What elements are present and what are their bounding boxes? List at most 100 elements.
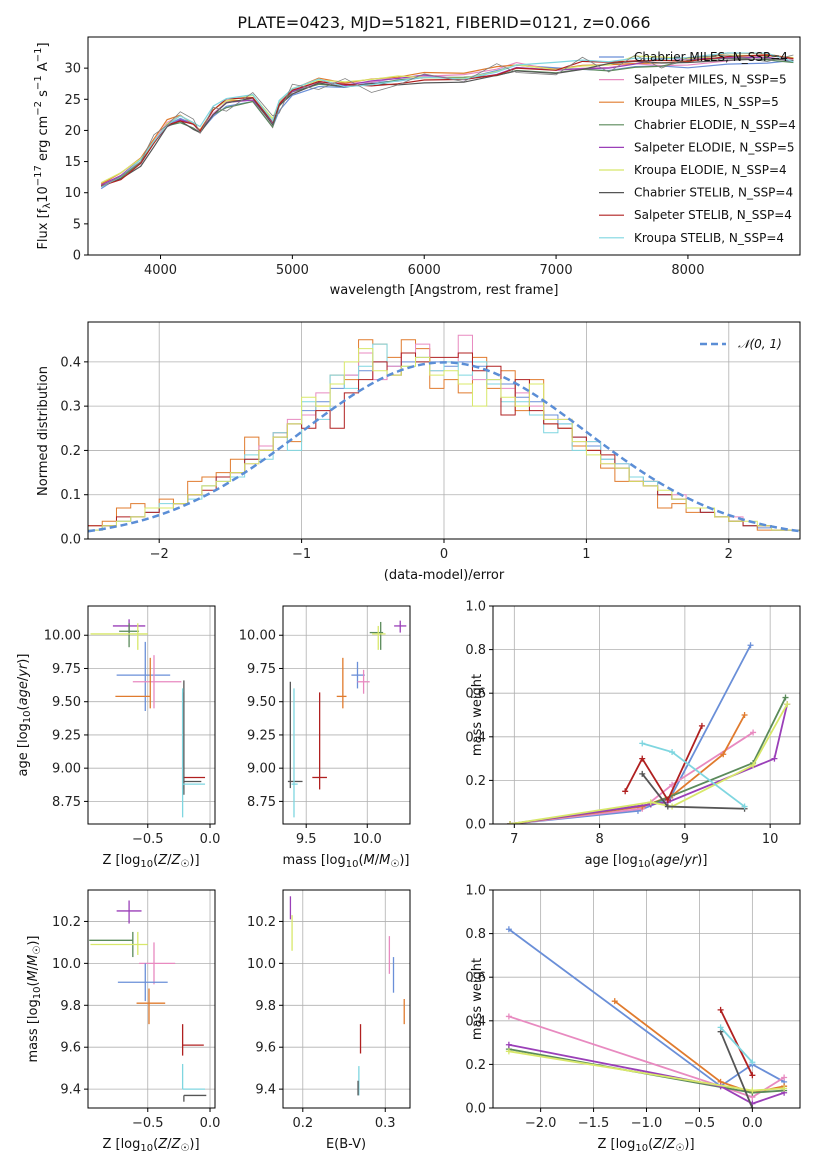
mass-weight-marker <box>781 1074 788 1081</box>
legend-label: Chabrier STELIB, N_SSP=4 <box>634 186 793 200</box>
tick-label-y: 0.0 <box>465 818 486 833</box>
observed-spectrum-line <box>101 54 794 187</box>
tick-label-y: 9.6 <box>255 1041 276 1056</box>
age-z-y-label: age [log10(age/yr)] <box>16 654 33 777</box>
mass-weight-marker <box>717 1006 724 1013</box>
mass-weight-marker <box>664 797 671 804</box>
mass-weight-line <box>508 928 785 1088</box>
tick-label-y: 10.00 <box>239 629 276 644</box>
error-bar-point <box>312 692 327 790</box>
tick-label-y: 10.2 <box>247 915 276 930</box>
mass-weight-marker <box>505 926 512 933</box>
mass-weight-marker <box>747 642 754 649</box>
mass-weight-marker <box>664 803 671 810</box>
tick-label-x: −1.5 <box>578 1116 610 1131</box>
tick-label-y: 0.6 <box>465 971 486 986</box>
error-bar-point <box>116 900 142 924</box>
tick-label-x: 1 <box>582 547 590 562</box>
tick-label-y: 9.75 <box>247 662 276 677</box>
mass-weight-marker <box>639 770 646 777</box>
tick-label-x: 9.5 <box>296 832 317 847</box>
legend-label: Kroupa MILES, N_SSP=5 <box>634 95 779 109</box>
mass-weight-line <box>624 725 703 802</box>
tick-label-y: 0.0 <box>60 533 81 548</box>
tick-label-x: 4000 <box>144 263 177 278</box>
tick-label-x: 2 <box>725 547 733 562</box>
mass-weight-line <box>719 1009 754 1076</box>
tick-label-y: 1.0 <box>465 600 486 615</box>
tick-label-y: 0.4 <box>465 730 486 745</box>
mass-weight-marker <box>750 729 757 736</box>
mass-weight-vs-age-panel: age [log10(age/yr)] mass weight 7 8 9 10 0.0… <box>465 600 801 870</box>
normal-legend-label: 𝒩(0, 1) <box>738 337 782 351</box>
legend-label: Chabrier MILES, N_SSP=4 <box>634 50 788 64</box>
error-bar-point <box>117 963 168 1002</box>
tick-label-x: −0.5 <box>132 1116 164 1131</box>
mass-weight-vs-metallicity-panel: Z [log10(Z/Z☉)] mass weight −2.0 −1.5 −1.0… <box>465 884 801 1154</box>
error-bar-point <box>372 625 386 650</box>
mass-weight-marker <box>741 803 748 810</box>
mass-weight-marker <box>505 1013 512 1020</box>
mass-z-y-label: mass [log10(M/M☉)] <box>26 936 43 1063</box>
tick-label-x: 7000 <box>540 263 573 278</box>
error-bar-point <box>119 623 140 648</box>
error-bar-point <box>291 688 298 818</box>
error-bar-point <box>116 641 171 712</box>
mass-weight-marker <box>698 722 705 729</box>
legend-label: Salpeter STELIB, N_SSP=4 <box>634 208 792 222</box>
weight-z-x-label: Z [log10(Z/Z☉)] <box>597 1137 694 1154</box>
tick-label-y: 9.4 <box>60 1083 81 1098</box>
tick-label-x: −1 <box>292 547 311 562</box>
mass-weight-line <box>509 644 752 824</box>
tick-label-x: 8000 <box>671 263 704 278</box>
error-bar-point <box>181 688 206 818</box>
mass-weight-marker <box>505 1048 512 1055</box>
tick-label-y: 5 <box>73 217 81 232</box>
mass-ebv-ticks: 0.2 0.3 9.4 9.6 9.8 10.0 10.2 <box>247 915 396 1131</box>
error-bar-point <box>181 1024 204 1056</box>
tick-label-y: 10 <box>64 186 81 201</box>
residual-x-label: (data-model)/error <box>384 568 505 583</box>
tick-label-y: 0.4 <box>465 1014 486 1029</box>
mass-weight-marker <box>749 1072 756 1079</box>
mass-z-x-label: Z [log10(Z/Z☉)] <box>102 1137 199 1154</box>
age-mass-x-label: mass [log10(M/M☉)] <box>283 853 410 870</box>
mass-ebv-points <box>289 896 405 1096</box>
error-bar-point <box>357 669 370 694</box>
age-z-ticks: −0.5 0.0 8.75 9.00 9.25 9.50 9.75 10.00 <box>44 629 221 847</box>
weight-z-ticks: −2.0 −1.5 −1.0 −0.5 0.0 0.0 0.2 0.4 0.6 0.8 1.0 <box>465 884 762 1132</box>
mass-z-ticks: −0.5 0.0 9.4 9.6 9.8 10.0 10.2 <box>52 915 220 1131</box>
mass-weight-line <box>719 1026 754 1063</box>
tick-label-y: 10.0 <box>52 957 81 972</box>
tick-label-y: 0.2 <box>60 444 81 459</box>
tick-label-x: 0.0 <box>200 832 221 847</box>
legend-label: Kroupa STELIB, N_SSP=4 <box>634 231 784 245</box>
tick-label-y: 9.00 <box>52 762 81 777</box>
mass-weight-marker <box>771 755 778 762</box>
tick-label-y: 0.1 <box>60 488 81 503</box>
tick-label-y: 9.25 <box>52 728 81 743</box>
normal-curve <box>88 361 800 533</box>
legend-label: Salpeter ELODIE, N_SSP=5 <box>634 140 795 154</box>
tick-label-y: 9.00 <box>247 762 276 777</box>
error-bar-point <box>139 942 176 985</box>
tick-label-y: 9.50 <box>247 695 276 710</box>
error-bar-point <box>369 621 384 650</box>
spectrum-lines <box>100 52 794 190</box>
mass-weight-marker <box>782 694 789 701</box>
model-spectrum-line <box>100 56 794 186</box>
tick-label-y: 10.0 <box>247 957 276 972</box>
age-z-points <box>90 619 206 818</box>
error-bar-point <box>394 620 407 633</box>
residual-grid <box>88 322 800 540</box>
legend-label: Chabrier ELODIE, N_SSP=4 <box>634 118 796 132</box>
tick-label-y: 0.4 <box>60 355 81 370</box>
mass-weight-marker <box>781 1085 788 1092</box>
tick-label-y: 0 <box>73 249 81 264</box>
mass-weight-line <box>719 1031 754 1108</box>
residual-y-label: Normed distribution <box>36 366 51 496</box>
tick-label-y: 9.75 <box>52 662 81 677</box>
spectrum-title: PLATE=0423, MJD=51821, FIBERID=0121, z=0… <box>237 13 650 32</box>
weight-z-frame <box>492 889 801 1109</box>
tick-label-y: 9.50 <box>52 695 81 710</box>
